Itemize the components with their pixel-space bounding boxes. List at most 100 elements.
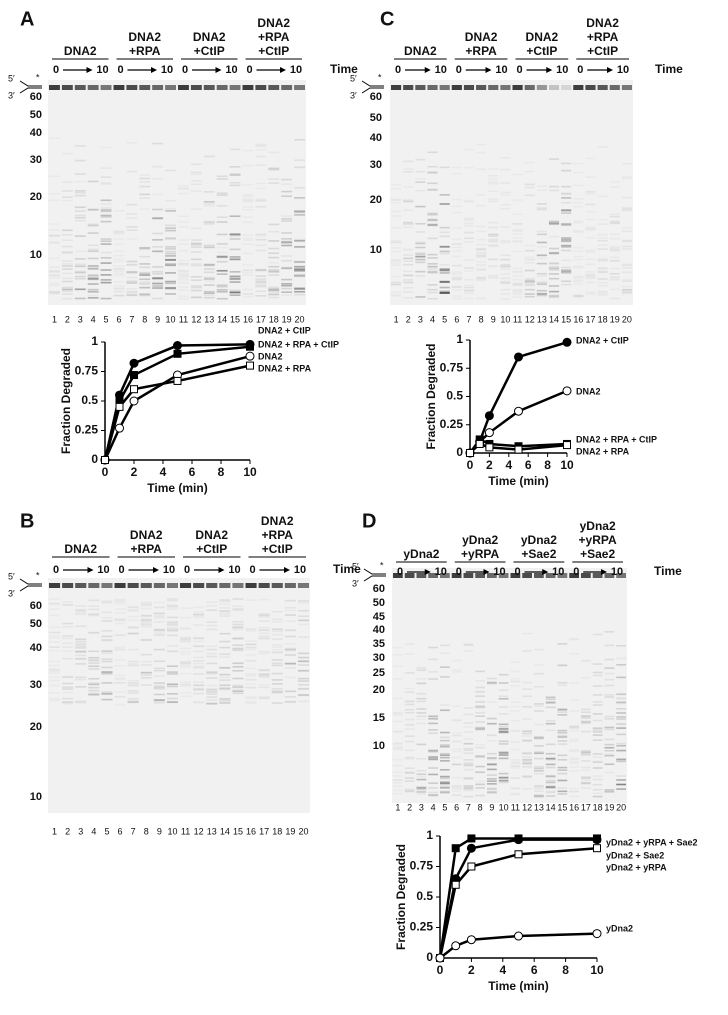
gel-band	[475, 670, 485, 672]
gel-band	[573, 85, 584, 90]
gel-band	[391, 251, 401, 253]
gel-band	[219, 640, 231, 643]
time-start: 0	[577, 64, 583, 76]
gel-band	[487, 791, 497, 793]
gel-band	[49, 234, 60, 236]
gel-band	[569, 796, 579, 798]
gel-band	[393, 743, 403, 745]
gel-band	[404, 749, 415, 752]
lane-number: 7	[131, 826, 136, 836]
gel-band	[243, 293, 254, 295]
lane-number: 2	[65, 314, 70, 324]
gel-band	[616, 783, 626, 786]
gel-band	[193, 607, 204, 609]
gel-band	[166, 624, 178, 626]
gel-band	[190, 244, 202, 247]
gel-band	[232, 690, 244, 693]
gel-band	[604, 728, 615, 731]
gel-band	[167, 627, 178, 629]
size-marker: 50	[373, 597, 385, 609]
gel-band	[451, 573, 462, 578]
gel-band	[561, 246, 572, 248]
gel-band	[246, 630, 257, 632]
point	[475, 439, 484, 448]
gel-band	[203, 220, 215, 223]
gel-band	[74, 145, 86, 147]
y-tick-label: 1	[91, 334, 98, 348]
group-label: yDna2	[580, 519, 616, 533]
gel-band	[585, 227, 595, 229]
gel-band	[114, 230, 125, 232]
gel-band	[101, 616, 113, 619]
gel-band	[605, 718, 615, 720]
gel-band	[62, 646, 74, 648]
time-start: 0	[117, 64, 123, 76]
gel-band	[428, 791, 438, 794]
gel-band	[598, 234, 608, 236]
gel-band	[573, 231, 583, 233]
gel-band	[488, 198, 498, 200]
gel-band	[88, 656, 100, 659]
gel-band	[415, 255, 426, 258]
gel-band	[536, 293, 547, 295]
gel-band	[203, 290, 215, 293]
lane-number: 17	[581, 802, 591, 812]
series-label: DNA2 + RPA	[576, 446, 630, 456]
time-arrow-head	[151, 67, 157, 73]
gel-band	[259, 674, 270, 676]
gel-band	[75, 609, 87, 612]
gel-band	[616, 779, 626, 781]
gel-band	[126, 238, 137, 240]
gel-band	[49, 650, 60, 652]
gel-band	[415, 242, 426, 245]
gel-band	[101, 698, 113, 701]
gel-band	[513, 296, 523, 298]
gel-band	[258, 676, 270, 678]
gel-band	[271, 689, 283, 692]
gel-band	[440, 781, 450, 783]
gel-band	[557, 743, 568, 745]
gel-band	[616, 716, 626, 718]
time-start: 0	[514, 566, 520, 578]
gel-band	[592, 795, 603, 798]
gel-band	[475, 728, 485, 730]
gel-band	[246, 675, 257, 677]
gel-band	[403, 200, 414, 202]
gel-band	[604, 790, 615, 793]
gel-band	[488, 240, 499, 243]
time-start: 0	[53, 64, 59, 76]
gel-band	[100, 207, 112, 209]
gel-band	[511, 749, 521, 751]
gel-band	[100, 238, 112, 240]
gel-band	[598, 285, 608, 287]
gel-band	[193, 692, 205, 695]
gel-band	[61, 293, 73, 295]
gel-band	[284, 696, 296, 698]
gel-band	[165, 258, 176, 261]
gel-band	[604, 789, 615, 791]
gel-band	[115, 659, 126, 661]
gel-band	[74, 277, 86, 280]
gel-band	[464, 222, 474, 224]
gel-band	[49, 258, 60, 260]
gel-band	[536, 255, 547, 257]
gel-band	[88, 583, 100, 588]
gel-band	[115, 634, 126, 636]
gel-band	[75, 251, 86, 253]
gel-band	[216, 256, 228, 259]
gel-band	[522, 688, 532, 690]
gel-band	[403, 85, 414, 90]
gel-band	[534, 648, 544, 651]
gel-band	[498, 730, 509, 732]
point	[592, 835, 602, 845]
gel-band	[49, 275, 60, 277]
gel-band	[190, 285, 202, 287]
size-marker: 30	[370, 159, 382, 171]
gel-band	[115, 691, 126, 693]
gel-band	[203, 201, 215, 203]
gel-band	[115, 600, 126, 602]
gel-band	[255, 145, 267, 147]
gel-band	[500, 156, 511, 159]
gel-band	[75, 678, 87, 681]
time-end: 10	[290, 64, 302, 76]
